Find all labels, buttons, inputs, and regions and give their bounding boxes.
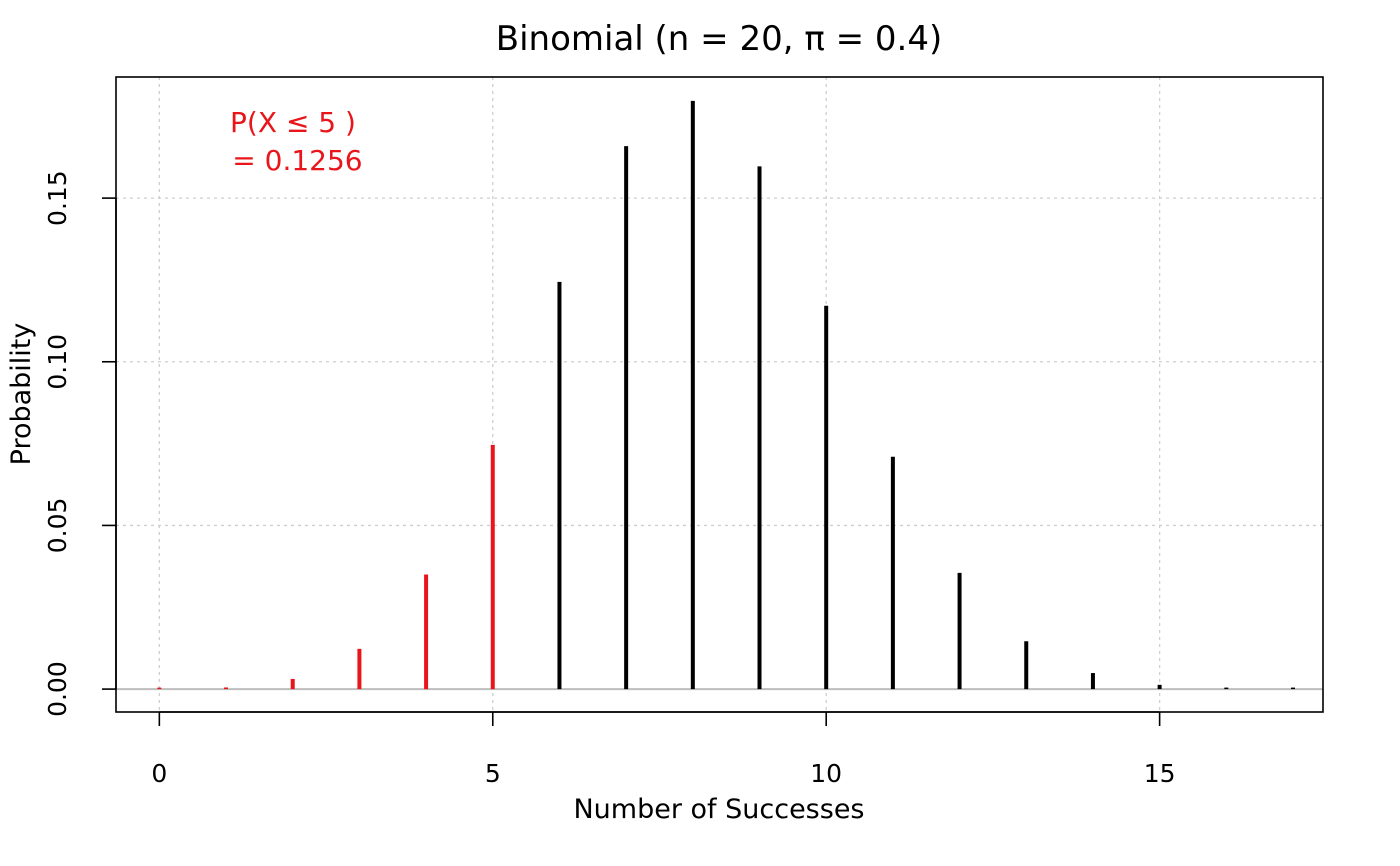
x-tick-label-0: 0: [151, 759, 167, 788]
y-tick-label-1: 0.05: [43, 498, 72, 554]
y-tick-label-3: 0.15: [43, 170, 72, 226]
chart-title: Binomial (n = 20, π = 0.4): [496, 19, 942, 59]
x-tick-label-3: 15: [1144, 759, 1176, 788]
x-tick-label-2: 10: [810, 759, 842, 788]
y-tick-label-0: 0.00: [43, 661, 72, 717]
annotation-line-1: P(X ≤ 5 ): [230, 106, 356, 139]
x-tick-label-1: 5: [485, 759, 501, 788]
x-axis-label: Number of Successes: [573, 794, 864, 825]
x-axis: 0 5 10 15: [151, 711, 1176, 788]
annotation-line-2: = 0.1256: [223, 144, 362, 177]
y-axis: 0.00 0.05 0.10 0.15: [43, 170, 117, 717]
y-tick-label-2: 0.10: [43, 334, 72, 390]
bars: [157, 100, 1295, 690]
y-axis-label: Probability: [6, 323, 37, 466]
